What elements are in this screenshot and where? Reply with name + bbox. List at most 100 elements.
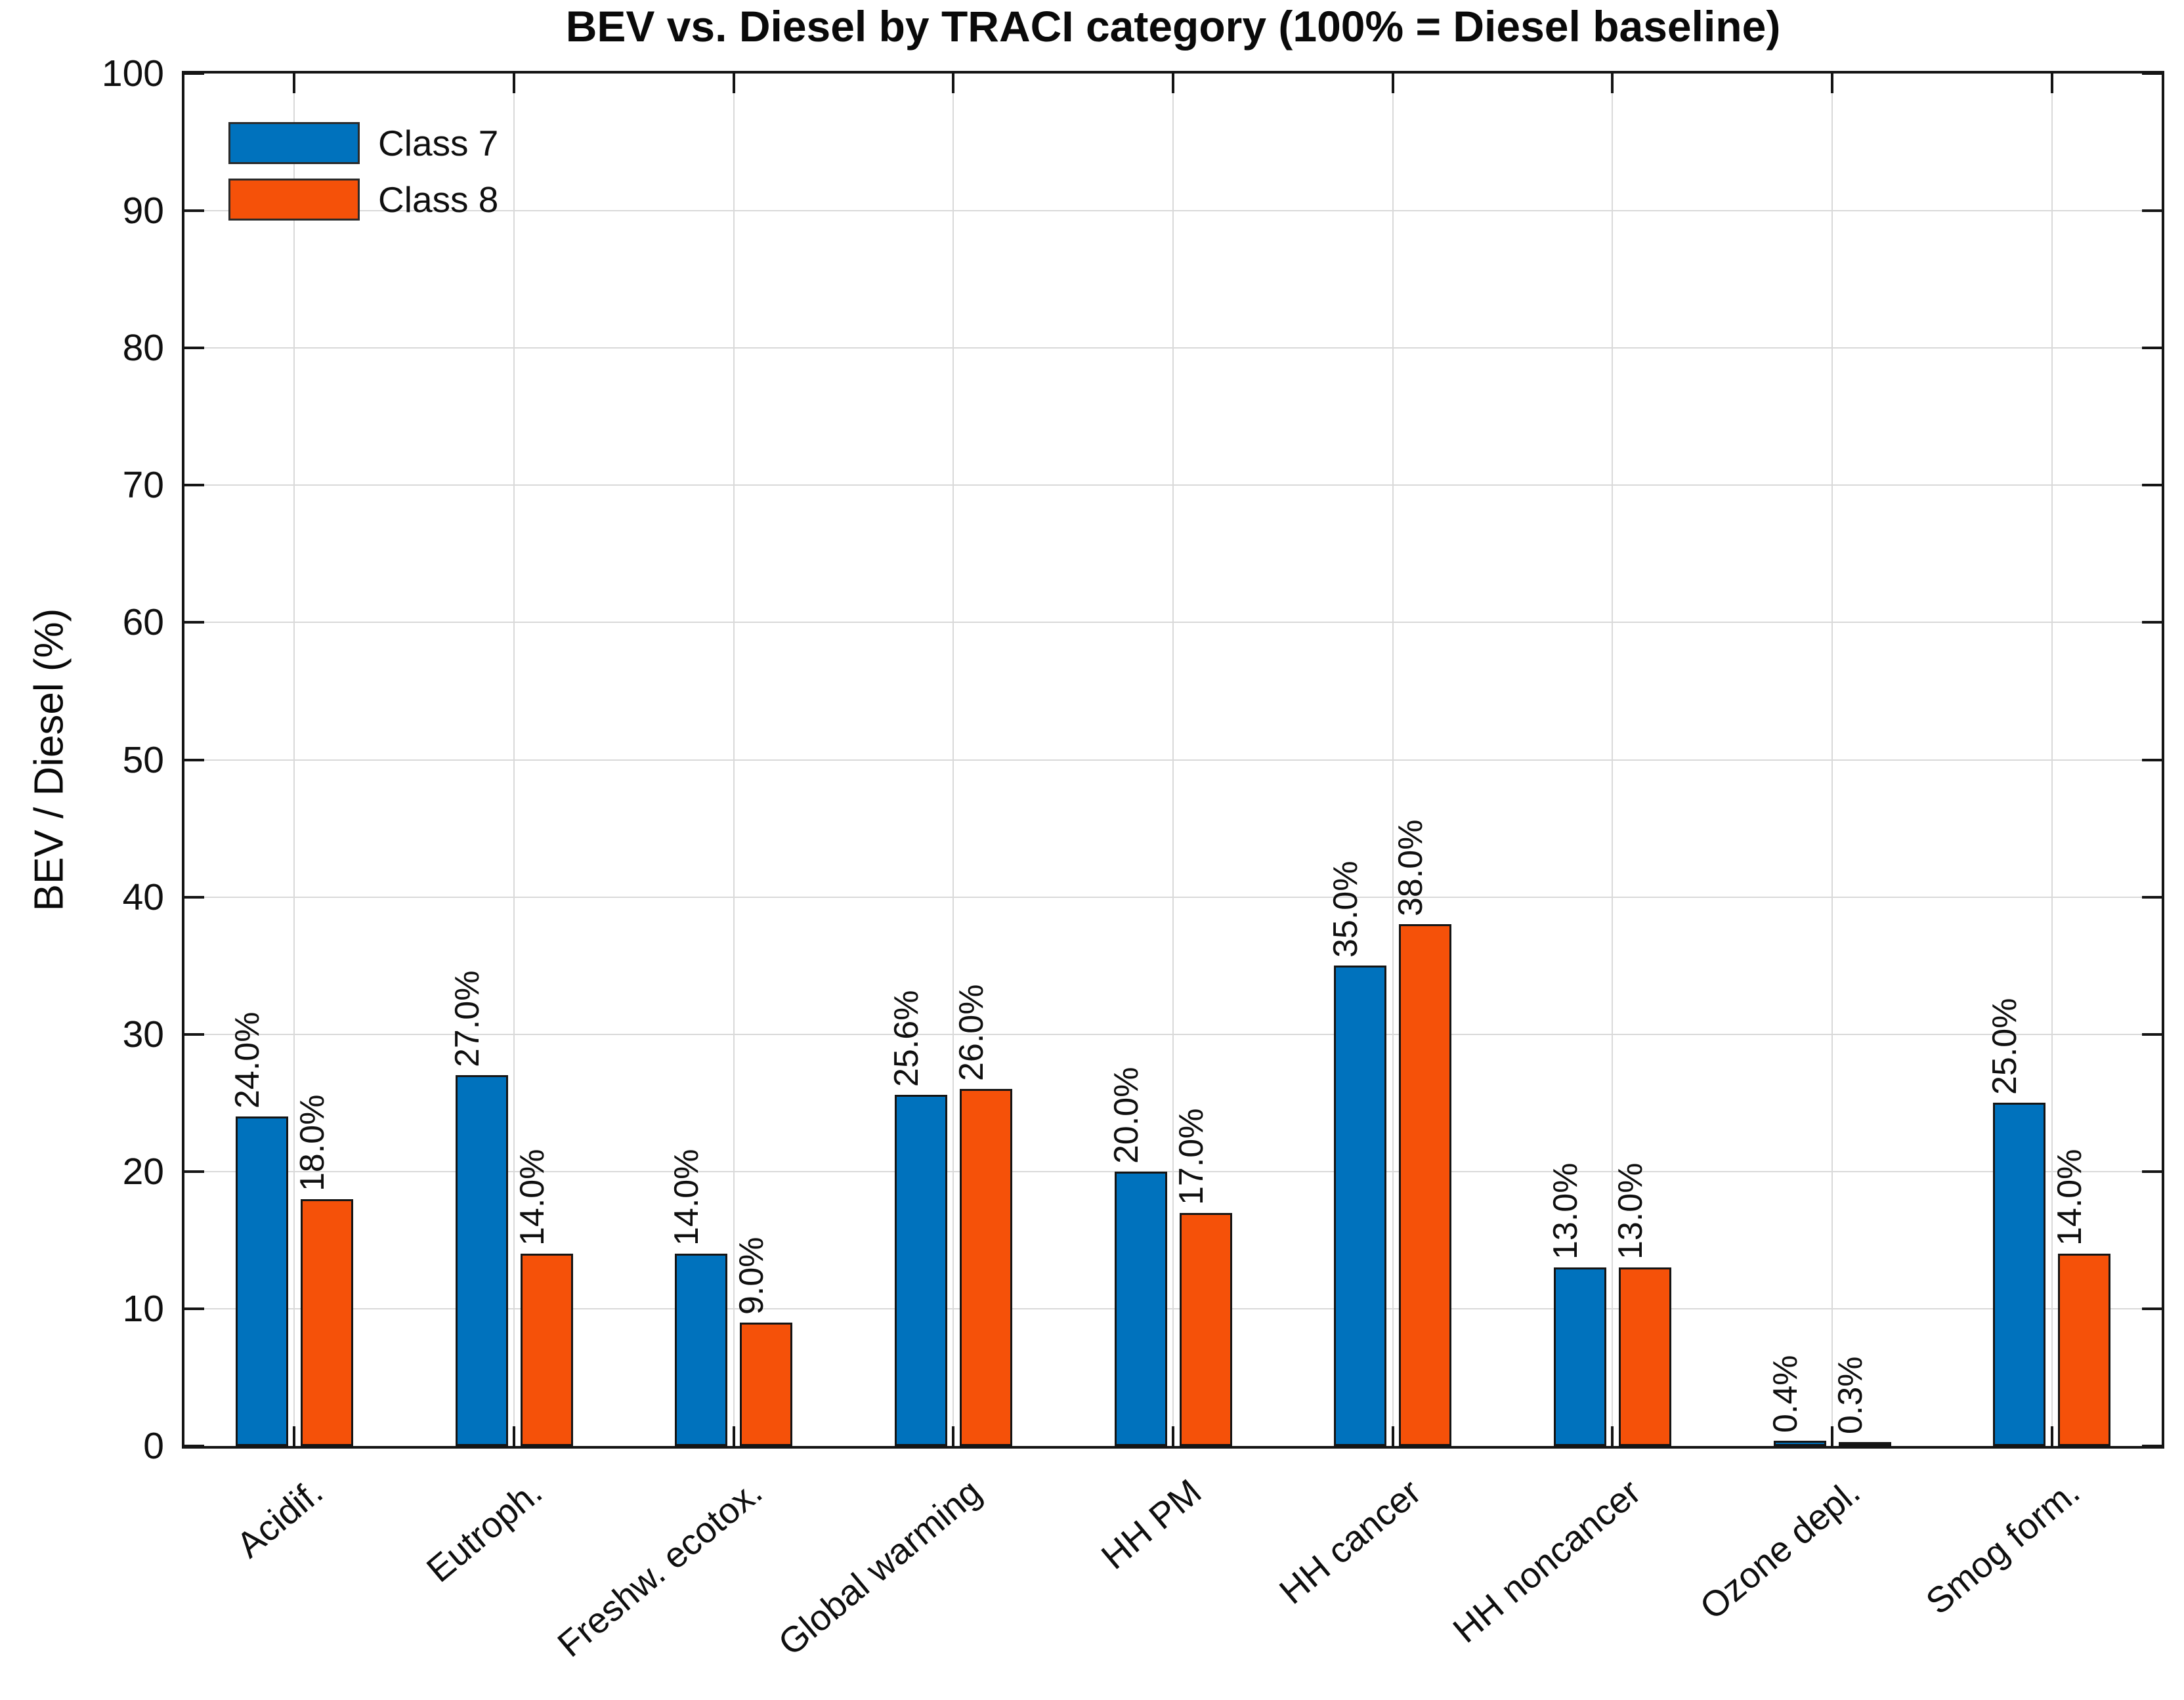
gridline-vertical xyxy=(513,74,515,1446)
gridline-vertical xyxy=(1392,74,1394,1446)
y-tick-label-40: 40 xyxy=(122,876,164,918)
y-tick-left xyxy=(184,1170,204,1173)
x-tick-bottom xyxy=(2050,1426,2053,1446)
x-tick-label-ozone-depl: Ozone depl. xyxy=(1692,1471,1868,1628)
x-tick-label-hh-cancer: HH cancer xyxy=(1272,1471,1428,1612)
bar-value-label-class-8-global-warming: 26.0% xyxy=(952,984,991,1082)
x-tick-bottom xyxy=(732,1426,735,1446)
y-tick-left xyxy=(184,1307,204,1310)
x-tick-top xyxy=(2050,74,2053,93)
bar-value-label-class-8-freshw-ecotox: 9.0% xyxy=(733,1237,771,1315)
x-tick-bottom xyxy=(1611,1426,1614,1446)
y-tick-label-30: 30 xyxy=(122,1013,164,1055)
legend-row-class-8: Class 8 xyxy=(228,179,498,221)
x-tick-bottom xyxy=(1831,1426,1833,1446)
y-tick-right xyxy=(2142,347,2162,350)
plot-inner: 24.0% 27.0% 14.0% 25.6% 20.0% 35.0% 13.0% 0.4% 2… xyxy=(184,72,2162,1447)
gridline-vertical xyxy=(2051,74,2053,1446)
y-tick-label-70: 70 xyxy=(122,464,164,507)
bar-class-7-acidif xyxy=(235,1116,288,1446)
bar-value-label-class-8-hh-noncancer: 13.0% xyxy=(1611,1162,1650,1260)
bar-class-8-hh-pm xyxy=(1179,1212,1232,1446)
y-tick-label-60: 60 xyxy=(122,601,164,644)
bar-value-label-class-7-hh-noncancer: 13.0% xyxy=(1546,1162,1585,1260)
x-tick-top xyxy=(1831,74,1833,93)
x-tick-top xyxy=(732,74,735,93)
bar-class-8-smog-form xyxy=(2058,1254,2111,1446)
x-tick-bottom xyxy=(952,1426,955,1446)
x-tick-label-hh-pm: HH PM xyxy=(1093,1471,1209,1577)
bar-value-label-class-7-eutroph: 27.0% xyxy=(448,970,486,1068)
bar-class-8-freshw-ecotox xyxy=(740,1322,793,1446)
chart-title: BEV vs. Diesel by TRACI category (100% =… xyxy=(565,2,1781,51)
x-tick-label-smog-form: Smog form. xyxy=(1918,1471,2088,1623)
y-tick-right xyxy=(2142,1307,2162,1310)
bar-class-7-freshw-ecotox xyxy=(675,1254,728,1446)
gridline-vertical xyxy=(953,74,954,1446)
y-tick-left xyxy=(184,72,204,75)
x-tick-label-global-warming: Global warming xyxy=(770,1471,989,1664)
y-tick-left xyxy=(184,895,204,899)
bar-class-7-eutroph xyxy=(455,1075,508,1446)
bar-value-label-class-7-hh-cancer: 35.0% xyxy=(1327,861,1365,958)
y-tick-left xyxy=(184,1032,204,1036)
y-tick-left xyxy=(184,621,204,624)
gridline-vertical xyxy=(1172,74,1174,1446)
legend-row-class-7: Class 7 xyxy=(228,122,498,164)
x-tick-bottom xyxy=(1172,1426,1174,1446)
x-tick-label-hh-noncancer: HH noncancer xyxy=(1445,1471,1648,1651)
legend-swatch-class-8 xyxy=(228,179,360,221)
bar-value-label-class-8-hh-pm: 17.0% xyxy=(1172,1108,1210,1205)
bar-class-8-hh-cancer xyxy=(1399,924,1452,1446)
bar-value-label-class-8-ozone-depl: 0.3% xyxy=(1831,1356,1870,1434)
y-tick-right xyxy=(2142,209,2162,213)
x-tick-top xyxy=(1172,74,1174,93)
y-tick-label-50: 50 xyxy=(122,738,164,781)
bar-value-label-class-7-global-warming: 25.6% xyxy=(887,990,926,1087)
bar-class-7-global-warming xyxy=(894,1094,947,1446)
y-axis-label-box: BEV / Diesel (%) xyxy=(0,71,98,1449)
legend-swatch-class-7 xyxy=(228,122,360,164)
x-tick-label-freshw-ecotox: Freshw. ecotox. xyxy=(549,1471,769,1665)
legend-label-class-8: Class 8 xyxy=(378,179,499,220)
bar-value-label-class-8-hh-cancer: 38.0% xyxy=(1392,819,1430,917)
bar-class-7-smog-form xyxy=(1993,1103,2046,1446)
x-tick-label-eutroph: Eutroph. xyxy=(419,1471,550,1590)
bar-class-7-hh-noncancer xyxy=(1553,1267,1606,1446)
bar-value-label-class-7-freshw-ecotox: 14.0% xyxy=(668,1149,706,1246)
y-axis-label: BEV / Diesel (%) xyxy=(26,608,72,912)
bar-value-label-class-8-acidif: 18.0% xyxy=(293,1094,332,1191)
bar-class-7-hh-pm xyxy=(1114,1171,1167,1446)
y-tick-left xyxy=(184,1445,204,1447)
y-tick-right xyxy=(2142,1445,2162,1447)
gridline-vertical xyxy=(293,74,295,1446)
y-tick-right xyxy=(2142,1032,2162,1036)
bar-class-7-hh-cancer xyxy=(1334,966,1387,1446)
y-tick-right xyxy=(2142,72,2162,75)
bar-value-label-class-7-ozone-depl: 0.4% xyxy=(1766,1355,1805,1433)
bar-class-8-acidif xyxy=(300,1199,353,1446)
x-tick-label-acidif: Acidif. xyxy=(228,1471,330,1566)
bar-class-8-ozone-depl xyxy=(1838,1441,1891,1446)
gridline-vertical xyxy=(1831,74,1833,1446)
y-tick-right xyxy=(2142,895,2162,899)
legend-label-class-7: Class 7 xyxy=(378,123,499,163)
x-tick-top xyxy=(1391,74,1394,93)
bar-class-8-hh-noncancer xyxy=(1618,1267,1671,1446)
bar-value-label-class-7-acidif: 24.0% xyxy=(228,1011,267,1109)
bar-value-label-class-7-hh-pm: 20.0% xyxy=(1107,1067,1146,1164)
gridline-vertical xyxy=(1612,74,1614,1446)
x-tick-bottom xyxy=(1391,1426,1394,1446)
y-tick-right xyxy=(2142,1170,2162,1173)
y-tick-label-100: 100 xyxy=(101,53,164,95)
y-tick-label-80: 80 xyxy=(122,327,164,370)
x-tick-top xyxy=(1611,74,1614,93)
x-tick-bottom xyxy=(513,1426,515,1446)
bar-class-7-ozone-depl xyxy=(1773,1440,1826,1446)
y-tick-label-20: 20 xyxy=(122,1150,164,1193)
legend: Class 7 Class 8 xyxy=(228,122,498,235)
y-tick-left xyxy=(184,484,204,487)
y-tick-label-10: 10 xyxy=(122,1287,164,1330)
x-tick-top xyxy=(513,74,515,93)
